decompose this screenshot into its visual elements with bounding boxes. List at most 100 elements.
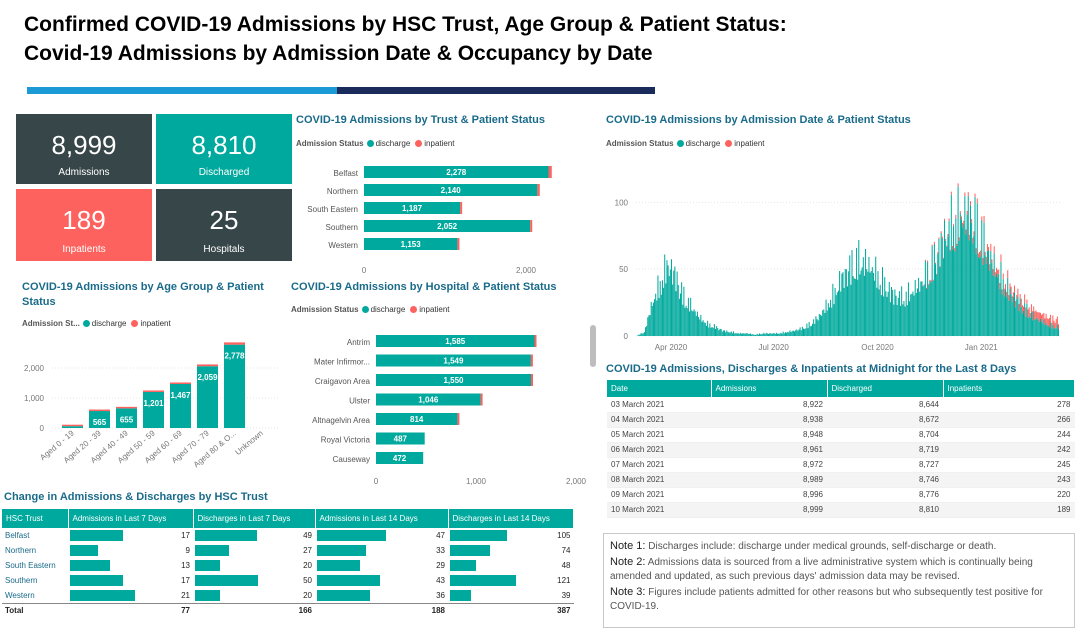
column-header[interactable]: Discharges in Last 14 Days <box>448 509 574 528</box>
kpi-hospitals-card[interactable]: 25 Hospitals <box>156 189 292 261</box>
bar-discharge <box>905 291 907 336</box>
bar-inpatient <box>983 215 985 223</box>
bar-discharge <box>655 293 657 336</box>
trust-chart[interactable]: Belfast 2,278 Northern 2,140 South Eastern 1,… <box>290 160 580 280</box>
legend-discharge-label[interactable]: discharge <box>685 139 721 148</box>
bar-discharge <box>972 243 974 336</box>
value-text: 48 <box>561 561 571 570</box>
bar-inpatient <box>966 210 968 215</box>
column-header[interactable]: Admissions in Last 7 Days <box>68 509 194 528</box>
bar-discharge <box>795 330 797 336</box>
bar-discharge <box>897 297 899 336</box>
trust-chart-title: COVID-19 Admissions by Trust & Patient S… <box>296 114 545 126</box>
value-cell: 20 <box>193 588 315 603</box>
kpi-discharged-card[interactable]: 8,810 Discharged <box>156 114 292 184</box>
legend-inpatient-label[interactable]: inpatient <box>419 305 450 314</box>
column-header[interactable]: Admissions in Last 14 Days <box>315 509 449 528</box>
bar-inpatient <box>1044 318 1046 326</box>
data-label: 814 <box>410 415 424 424</box>
bar-discharge <box>695 315 697 336</box>
column-header[interactable]: Discharges in Last 7 Days <box>193 509 316 528</box>
vertical-scrollbar[interactable] <box>590 325 596 367</box>
bar-inpatient <box>930 280 932 283</box>
kpi-admissions-card[interactable]: 8,999 Admissions <box>16 114 152 184</box>
bar-discharge <box>956 245 958 336</box>
kpi-inpatients-card[interactable]: 189 Inpatients <box>16 189 152 261</box>
bar-discharge <box>690 297 692 336</box>
date-chart[interactable]: 0 50 100 Apr 2020 Jul 2020 Oct 2020 Jan 2021 <box>600 170 1078 356</box>
table-row[interactable]: 07 March 2021 8,972 8,727 245 <box>607 457 1075 473</box>
bar-inpatient <box>1052 315 1054 325</box>
legend-discharge-label[interactable]: discharge <box>91 319 127 328</box>
bar-discharge <box>997 277 999 336</box>
x-tick-label: 2,000 <box>566 477 586 486</box>
data-label: 655 <box>120 415 134 424</box>
value-cell: 39 <box>448 588 574 603</box>
value-cell: 33 <box>315 543 448 558</box>
bar-discharge <box>962 227 964 336</box>
legend-title: Admission Status <box>606 139 674 148</box>
bar-discharge <box>728 332 730 336</box>
bar-discharge <box>739 332 741 336</box>
bar-discharge <box>1004 289 1006 336</box>
table-row[interactable]: 03 March 2021 8,922 8,644 278 <box>607 397 1075 413</box>
bar-discharge <box>986 250 988 336</box>
table-row[interactable]: 09 March 2021 8,996 8,776 220 <box>607 487 1075 503</box>
table-row[interactable]: 06 March 2021 8,961 8,719 242 <box>607 442 1075 458</box>
table-row[interactable]: Southern 17 50 43 121 <box>2 573 574 588</box>
column-header[interactable]: HSC Trust <box>2 509 69 528</box>
hospital-chart[interactable]: Antrim 1,585 Mater Infirmor... 1,549 Craigav… <box>286 326 586 490</box>
column-header[interactable]: Discharged <box>827 380 944 397</box>
accent-bar <box>27 87 655 94</box>
legend-inpatient-label[interactable]: inpatient <box>734 139 765 148</box>
legend-inpatient-label[interactable]: inpatient <box>140 319 171 328</box>
bar-inpatient <box>1021 305 1023 314</box>
value-cell: 244 <box>943 427 1075 443</box>
table-row[interactable]: 10 March 2021 8,999 8,810 189 <box>607 502 1075 518</box>
table-row[interactable]: 05 March 2021 8,948 8,704 244 <box>607 427 1075 443</box>
value-cell: 189 <box>943 502 1075 518</box>
bar-inpatient <box>1035 310 1037 320</box>
bar-discharge <box>797 330 799 336</box>
bar-inpatient <box>1041 314 1043 322</box>
table-row[interactable]: Western 21 20 36 39 <box>2 588 574 603</box>
value-text: 50 <box>303 576 312 585</box>
legend-inpatient-label[interactable]: inpatient <box>424 139 455 148</box>
column-header[interactable]: Inpatients <box>943 380 1075 397</box>
bar-inpatient <box>1002 273 1004 280</box>
legend-discharge-label[interactable]: discharge <box>370 305 406 314</box>
bar-discharge <box>802 328 805 336</box>
data-label: 472 <box>393 454 407 463</box>
table-row[interactable]: South Eastern 13 20 29 48 <box>2 558 574 573</box>
legend-discharge-label[interactable]: discharge <box>375 139 411 148</box>
value-cell: 105 <box>448 528 574 543</box>
y-tick-label: 0 <box>624 332 629 341</box>
trust-chart-legend: Admission Status discharge inpatient <box>296 139 455 149</box>
bar-discharge <box>840 291 842 336</box>
bar-discharge <box>950 194 952 336</box>
bar-inpatient <box>1042 313 1044 324</box>
bar-inpatient <box>985 257 987 264</box>
bar-discharge <box>1037 319 1039 336</box>
column-header[interactable]: Admissions <box>711 380 828 397</box>
bar-discharge <box>1030 312 1032 336</box>
value-cell: 242 <box>943 442 1075 458</box>
category-label: Belfast <box>334 169 359 178</box>
bar-inpatient <box>1048 317 1050 328</box>
bar-discharge <box>775 332 777 336</box>
bar-inpatient <box>1039 312 1041 319</box>
table-row[interactable]: Northern 9 27 33 74 <box>2 543 574 558</box>
column-header[interactable]: Date <box>607 380 712 397</box>
table-row[interactable]: 08 March 2021 8,989 8,746 243 <box>607 472 1075 488</box>
bar-discharge <box>801 326 803 336</box>
bar-inpatient <box>944 218 946 221</box>
bar-inpatient <box>1046 318 1048 326</box>
value-text: 20 <box>303 590 312 600</box>
table-row[interactable]: 04 March 2021 8,938 8,672 266 <box>607 412 1075 428</box>
bar-inpatient <box>948 218 950 222</box>
bar-inpatient <box>1025 307 1027 317</box>
value-cell: 48 <box>448 558 574 573</box>
table-row[interactable]: Belfast 17 49 47 105 <box>2 528 574 543</box>
bar-discharge <box>818 313 820 336</box>
